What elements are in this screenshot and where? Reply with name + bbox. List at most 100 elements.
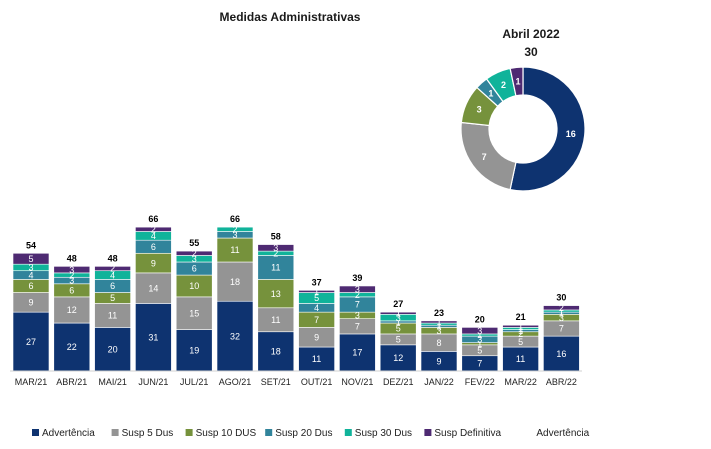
bar-segment-jun-21-advertencia <box>135 303 172 372</box>
bar-value-label-jul-21-advertencia: 19 <box>189 345 199 355</box>
bar-value-label-fev-22-susp-30-dus: 1 <box>477 330 482 340</box>
legend-label-susp-5-dus: Susp 5 Dus <box>122 428 174 439</box>
bar-value-label-dez-21-susp-20-dus: 1 <box>396 317 401 327</box>
bar-segment-jul-21-susp-5-dus <box>175 296 213 330</box>
bar-value-label-mar-21-susp-10-dus: 6 <box>28 281 33 291</box>
bar-total-ago-21: 66 <box>230 214 240 224</box>
bar-value-label-abr-21-advertencia: 22 <box>67 342 77 352</box>
donut-label-susp-10-dus: 3 <box>477 104 482 114</box>
bar-value-label-jan-22-advertencia: 9 <box>436 356 441 366</box>
bar-segment-abr-21-susp-definitiva <box>53 266 91 274</box>
bar-value-label-dez-21-susp-5-dus: 5 <box>396 335 401 345</box>
bar-value-label-fev-22-susp-20-dus: 3 <box>477 335 482 345</box>
bar-value-label-jul-21-susp-definitiva: 2 <box>192 248 197 258</box>
legend: Advertência Susp 5 Dus Susp 10 DUS Susp 20 … <box>32 428 590 439</box>
bar-value-label-ago-21-susp-30-dus: 2 <box>232 225 237 235</box>
bar-value-label-jun-21-susp-30-dus: 4 <box>151 231 156 241</box>
bar-segment-jan-22-susp-definitiva <box>420 320 458 324</box>
bar-segment-ago-21-advertencia <box>216 300 254 372</box>
donut-label-susp-5-dus: 7 <box>482 152 487 162</box>
bar-value-label-out-21-susp-20-dus: 4 <box>314 303 319 313</box>
x-tick-mai-21: MAI/21 <box>98 377 127 387</box>
legend-label-susp-20-dus: Susp 20 Dus <box>275 428 332 439</box>
bar-value-label-fev-22-susp-definitiva: 3 <box>477 326 482 336</box>
bar-value-label-abr-22-susp-20-dus: 1 <box>559 308 564 318</box>
bar-segment-set-21-susp-definitiva <box>257 244 295 252</box>
bar-segment-mar-22-susp-definitiva <box>502 324 539 328</box>
legend-swatch-susp-30-dus <box>344 429 352 436</box>
x-tick-mar-21: MAR/21 <box>15 377 48 387</box>
bar-segment-abr-22-advertencia <box>543 335 580 372</box>
legend-label-susp-10-dus: Susp 10 DUS <box>196 428 257 439</box>
bar-value-label-jun-21-susp-definitiva: 2 <box>151 225 156 235</box>
legend-swatch-advertencia <box>32 429 39 436</box>
bar-value-label-mar-22-susp-20-dus: 1 <box>518 326 523 336</box>
bar-value-label-mai-21-susp-5-dus: 11 <box>108 311 117 321</box>
bar-value-label-ago-21-susp-10-dus: 11 <box>230 245 239 255</box>
bar-value-label-out-21-susp-30-dus: 5 <box>314 293 319 303</box>
bar-value-label-nov-21-susp-definitiva: 3 <box>355 284 360 294</box>
bar-value-label-abr-21-susp-10-dus: 6 <box>69 286 74 296</box>
bar-value-label-ago-21-susp-5-dus: 18 <box>230 277 240 287</box>
bar-segment-nov-21-susp-definitiva <box>339 285 376 293</box>
bar-segment-mai-21-susp-definitiva <box>94 266 131 272</box>
x-tick-ago-21: AGO/21 <box>219 377 252 387</box>
donut-label-susp-30-dus: 2 <box>501 80 506 90</box>
x-tick-out-21: OUT/21 <box>301 377 333 387</box>
bar-total-abr-21: 48 <box>67 253 77 263</box>
bar-segment-jul-21-susp-definitiva <box>175 250 213 256</box>
bar-total-jan-22: 23 <box>434 308 444 318</box>
bar-value-label-jun-21-susp-10-dus: 9 <box>151 258 156 268</box>
x-tick-abr-22: ABR/22 <box>546 377 577 387</box>
bar-value-label-fev-22-susp-10-dus: 1 <box>477 339 482 349</box>
legend-label-extra: Advertência <box>536 428 589 439</box>
bar-value-label-abr-22-susp-definitiva: 2 <box>559 303 564 313</box>
x-tick-abr-21: ABR/21 <box>56 377 87 387</box>
bar-value-label-ago-21-advertencia: 32 <box>230 331 240 341</box>
bar-segment-ago-21-susp-5-dus <box>216 261 254 302</box>
bar-value-label-nov-21-susp-30-dus: 2 <box>355 290 360 300</box>
donut-label-susp-definitiva: 1 <box>515 76 520 86</box>
bar-value-label-abr-21-susp-definitiva: 3 <box>69 265 74 275</box>
bar-value-label-mar-21-susp-definitiva: 5 <box>28 254 33 264</box>
legend-swatch-susp-definitiva <box>424 429 432 436</box>
bar-value-label-nov-21-advertencia: 17 <box>352 348 362 358</box>
bar-segment-mai-21-advertencia <box>94 327 131 372</box>
bar-total-mar-22: 21 <box>516 312 526 322</box>
bar-segment-ago-21-susp-30-dus <box>216 226 254 232</box>
bar-segment-mar-21-advertencia <box>12 311 50 372</box>
bar-value-label-jul-21-susp-20-dus: 6 <box>192 264 197 274</box>
donut-chart-total: 30 <box>524 45 538 59</box>
bar-segment-set-21-advertencia <box>257 331 295 372</box>
x-tick-mar-22: MAR/22 <box>504 377 537 387</box>
bar-value-label-jan-22-susp-5-dus: 8 <box>436 338 441 348</box>
bar-segment-dez-21-susp-definitiva <box>379 311 417 315</box>
bar-value-label-ago-21-susp-20-dus: 3 <box>232 230 237 240</box>
bar-total-mar-21: 54 <box>26 240 36 250</box>
bar-total-jul-21: 55 <box>189 238 199 248</box>
bar-value-label-abr-22-susp-30-dus: 1 <box>559 306 564 316</box>
bar-value-label-abr-22-advertencia: 16 <box>556 349 566 359</box>
donut-slice-susp-definitiva <box>509 66 524 97</box>
bar-value-label-abr-21-susp-30-dus: 2 <box>69 270 74 280</box>
legend-label-susp-30-dus: Susp 30 Dus <box>355 428 412 439</box>
bar-segment-abr-22-susp-definitiva <box>543 305 580 311</box>
legend-swatch-susp-20-dus <box>265 429 273 436</box>
bar-segment-abr-21-susp-5-dus <box>53 296 91 324</box>
bar-value-label-jan-22-susp-30-dus: 1 <box>436 319 441 329</box>
bar-value-label-set-21-susp-30-dus: 2 <box>273 248 278 258</box>
bar-value-label-mar-22-susp-definitiva: 1 <box>518 322 523 332</box>
bar-segment-mar-21-susp-definitiva <box>12 252 50 265</box>
bar-value-label-fev-22-advertencia: 7 <box>477 359 482 369</box>
bar-value-label-set-21-susp-10-dus: 13 <box>271 289 281 299</box>
bar-segment-fev-22-susp-definitiva <box>461 327 499 335</box>
bar-value-label-jun-21-susp-20-dus: 6 <box>151 242 156 252</box>
bar-value-label-nov-21-susp-5-dus: 7 <box>355 322 360 332</box>
bar-value-label-mar-22-susp-10-dus: 2 <box>518 329 523 339</box>
bar-total-jun-21: 66 <box>148 214 158 224</box>
legend-label-susp-definitiva: Susp Definitiva <box>434 428 501 439</box>
x-tick-jan-22: JAN/22 <box>424 377 454 387</box>
